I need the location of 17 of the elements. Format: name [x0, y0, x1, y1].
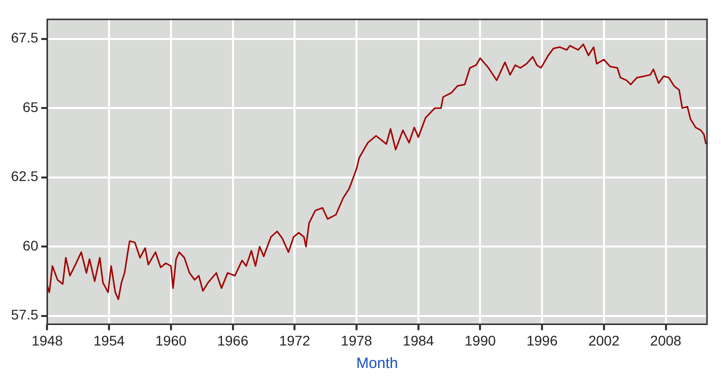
y-tick-label: 67.5	[11, 30, 38, 46]
y-tick-label: 60	[22, 237, 38, 254]
x-tick-label: 1966	[217, 332, 249, 348]
x-tick-label: 1996	[526, 332, 558, 348]
x-axis-title: Month	[356, 355, 398, 372]
x-tick-label: 1990	[464, 332, 496, 348]
x-tick-label: 2002	[588, 332, 620, 348]
x-tick-label: 1984	[402, 332, 434, 348]
x-tick-label: 1972	[279, 332, 310, 348]
x-tick-label: 1948	[32, 332, 64, 348]
x-tick-label: 2008	[650, 332, 682, 348]
y-tick-label: 57.5	[11, 306, 38, 323]
x-tick-label: 1978	[340, 332, 372, 348]
y-tick-label: 65	[22, 98, 38, 115]
x-tick-label: 1954	[94, 332, 125, 348]
x-tick-label: 1960	[155, 332, 187, 348]
y-tick-label: 62.5	[11, 168, 38, 184]
